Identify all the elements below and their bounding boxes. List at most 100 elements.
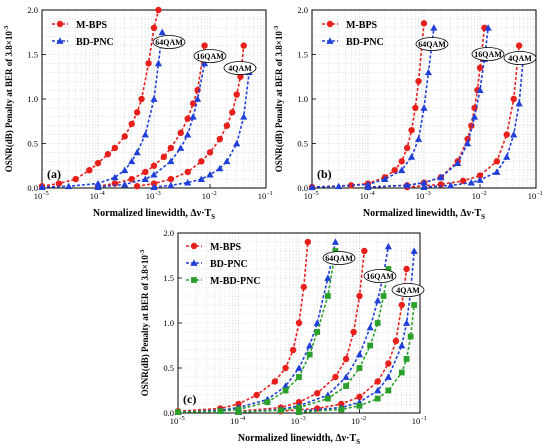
data-point-M-BD-PNC (277, 407, 284, 414)
data-point-BD-PNC (476, 86, 484, 93)
data-point-M-BPS (160, 153, 168, 161)
x-tick-exponent: -1 (421, 415, 426, 422)
data-point-BD-PNC (342, 373, 350, 380)
y-axis-label: OSNR(dB) Penalty at BER of 3.8×10-3 (139, 249, 150, 396)
annotation-label: 4QAM (228, 64, 252, 73)
x-tick-label: 10 (304, 191, 313, 201)
data-point-BD-PNC (128, 157, 136, 165)
x-tick-label: 10 (412, 416, 421, 426)
data-point-BD-PNC (374, 296, 382, 304)
data-point-M-BD-PNC (374, 395, 381, 402)
annotation-label: 16QAM (474, 50, 502, 59)
data-point-BD-PNC (167, 157, 175, 165)
data-point-BD-PNC (454, 159, 462, 166)
data-point-M-BPS (412, 104, 419, 112)
data-point-M-BPS (356, 393, 363, 400)
panel-label: (c) (183, 392, 196, 406)
data-point-BD-PNC (150, 95, 158, 102)
x-tick-exponent: -1 (267, 190, 272, 197)
data-point-M-BPS (128, 175, 135, 183)
data-point-M-BD-PNC (407, 333, 414, 340)
legend-marker (190, 259, 198, 266)
data-point-M-BPS (361, 247, 368, 255)
data-point-M-BPS (184, 168, 191, 176)
data-point-M-BPS (150, 162, 158, 169)
y-tick-label: 2.0 (27, 5, 38, 15)
data-point-BD-PNC (515, 99, 523, 107)
data-point-M-BPS (289, 346, 297, 354)
data-point-BD-PNC (407, 153, 416, 160)
data-point-M-BPS (177, 129, 184, 137)
y-tick-label: 0.0 (27, 183, 38, 193)
y-tick-label: 0.0 (163, 408, 174, 418)
annotation-ellipse (152, 35, 186, 49)
data-point-M-BPS (515, 42, 523, 49)
x-tick-label: 10 (170, 416, 179, 426)
data-point-BD-PNC (141, 131, 149, 138)
data-point-M-BPS (350, 328, 357, 336)
data-point-M-BPS (128, 120, 135, 128)
annotation-ellipse (223, 61, 257, 75)
data-point-BD-PNC (402, 319, 411, 326)
fit-curve-BD-PNC-64QAM (41, 32, 163, 188)
data-point-BD-PNC (324, 274, 332, 281)
fit-curve-BD-PNC-16QAM (367, 27, 489, 188)
annotation-label: 16QAM (366, 272, 394, 281)
data-point-M-BD-PNC (235, 409, 242, 415)
annotation-ellipse (391, 283, 425, 297)
data-point-M-BPS (72, 175, 79, 183)
data-point-BD-PNC (184, 131, 192, 138)
data-point-M-BD-PNC (217, 408, 224, 415)
data-point-BD-PNC (295, 364, 303, 371)
data-point-M-BPS (104, 150, 112, 158)
annotation-ellipse (322, 251, 356, 265)
data-point-BD-PNC (233, 139, 241, 147)
y-tick-label: 1.0 (163, 318, 174, 328)
data-point-BD-PNC (374, 386, 382, 394)
legend-entry: BD-PNC (76, 37, 114, 48)
data-point-M-BPS (391, 167, 398, 174)
data-point-BD-PNC (193, 95, 202, 102)
data-point-BD-PNC (141, 175, 149, 182)
fit-curve-BD-PNC-16QAM (238, 246, 390, 413)
data-point-BD-PNC (150, 171, 158, 178)
legend-entry: M-BPS (76, 20, 108, 31)
data-point-BD-PNC (384, 373, 392, 380)
x-tick-exponent: -2 (361, 415, 366, 422)
data-point-BD-PNC (184, 179, 192, 186)
data-point-BD-PNC (503, 153, 511, 160)
y-tick-label: 2.0 (297, 5, 308, 15)
data-point-BD-PNC (206, 171, 214, 178)
data-point-BD-PNC (216, 164, 224, 172)
data-point-BD-PNC (420, 104, 428, 111)
data-point-M-BPS (55, 180, 63, 187)
legend-entry: M-BPS (346, 20, 378, 31)
data-point-M-BPS (403, 144, 411, 152)
data-point-M-BPS (201, 42, 208, 49)
data-point-BD-PNC (424, 68, 433, 76)
y-tick-label: 0.5 (163, 363, 174, 373)
data-point-BD-PNC (150, 183, 158, 190)
data-point-M-BD-PNC (324, 293, 331, 299)
y-tick-label: 1.0 (297, 94, 308, 104)
data-point-M-BD-PNC (356, 365, 363, 371)
x-tick-label: 10 (34, 191, 43, 201)
data-point-BD-PNC (94, 179, 102, 187)
data-point-M-BD-PNC (380, 293, 387, 299)
data-point-BD-PNC (133, 148, 141, 156)
annotation-ellipse (415, 37, 449, 51)
data-point-M-BPS (408, 126, 415, 134)
data-point-M-BPS (356, 292, 363, 300)
legend-marker (326, 37, 334, 44)
data-point-BD-PNC (335, 182, 343, 190)
legend-marker (56, 20, 64, 28)
legend-marker (191, 277, 197, 283)
legend-marker (326, 20, 334, 28)
chart-panel-1: 10 -5 10 -4 10 -3 10 -2 10 -10.00.51.01.52.0OSNR(… (273, 5, 543, 221)
data-point-BD-PNC (470, 113, 479, 120)
data-point-BD-PNC (121, 166, 129, 174)
x-tick-exponent: -2 (211, 190, 216, 197)
x-tick-exponent: -5 (313, 190, 318, 197)
x-tick-exponent: -1 (537, 190, 542, 197)
x-tick-exponent: -4 (99, 190, 105, 197)
